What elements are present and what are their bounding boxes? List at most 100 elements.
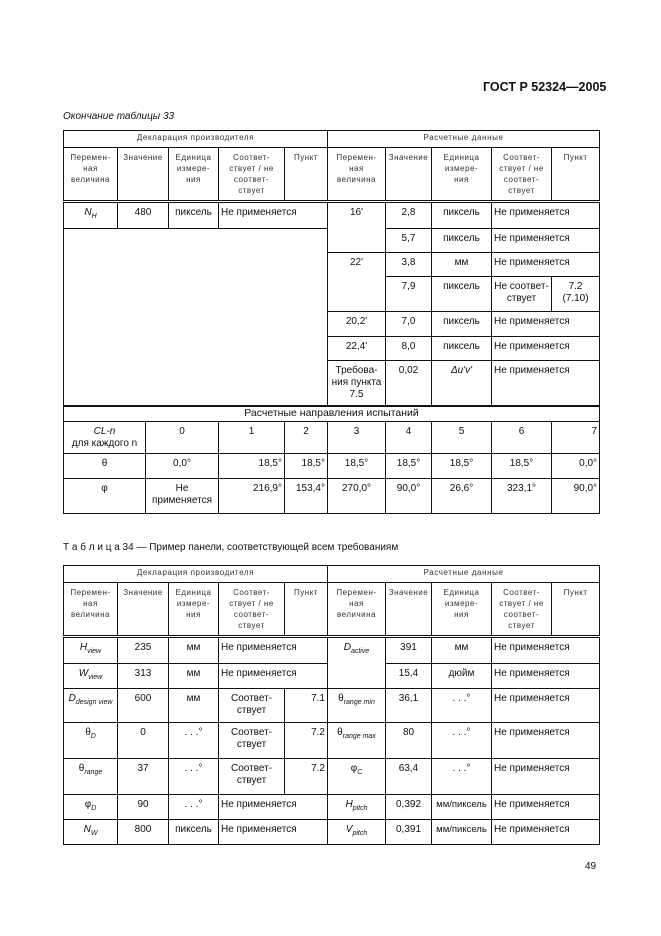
phi-label: φ (63, 478, 146, 514)
phi-cell: 90,0° (385, 478, 432, 514)
theta-cell: 18,5° (385, 453, 432, 479)
empty-cell (63, 228, 328, 407)
unit-cell: . . .° (431, 758, 492, 795)
unit-cell: мм (431, 636, 492, 664)
theta-cell: 18,5° (431, 453, 492, 479)
value-cell: 800 (117, 819, 169, 845)
unit-cell: пиксель (168, 201, 219, 229)
col-header: Пункт (550, 582, 601, 638)
theta-cell: 18,5° (218, 453, 285, 479)
n-cell: 3 (327, 421, 386, 454)
phi-cell: Не применяется (145, 478, 219, 514)
n-cell: 6 (491, 421, 552, 454)
unit-cell: . . .° (431, 722, 492, 759)
variable-cell: θrange min (327, 688, 386, 723)
col-header: Значение (385, 582, 432, 638)
value-cell: 0,392 (385, 794, 432, 820)
value-cell: 8,0 (385, 336, 432, 361)
conformity-cell: Не применяется (490, 758, 601, 795)
unit-cell: пиксель (431, 276, 492, 312)
conformity-cell: Не применяется (490, 360, 601, 407)
conformity-cell: Не применяется (218, 636, 328, 664)
value-cell: 15,4 (385, 663, 432, 689)
unit-cell: мм/пиксель (431, 819, 492, 845)
variable-cell: 22' (327, 252, 386, 312)
col-header: Пункт (284, 147, 328, 203)
unit-cell: пиксель (431, 311, 492, 337)
variable-cell: Hview (63, 636, 118, 664)
unit-cell: пиксель (431, 336, 492, 361)
phi-cell: 270,0° (327, 478, 386, 514)
group-header-calculated: Расчетные данные (326, 565, 601, 583)
table-row: NH 480 пиксель Не применяется 16' 2,8 пи… (63, 201, 601, 253)
table-row: Hview 235 мм Не применяется Dactive 391 … (63, 636, 601, 689)
col-header: Соответ- ствует / не соответ- ствует (491, 147, 552, 203)
value-cell: 37 (117, 758, 169, 795)
table-row: θD 0 . . .° Соответ- ствует 7.2 θrange m… (63, 722, 601, 759)
unit-cell: пиксель (168, 819, 219, 845)
variable-cell: θrange max (327, 722, 386, 759)
variable-cell: Ddesign view (63, 688, 118, 723)
table-row: 5,7 пиксель Не применяется (63, 228, 601, 407)
conformity-cell: Не применяется (490, 311, 601, 337)
variable-cell: NH (63, 201, 118, 229)
phi-cell: 153,4° (284, 478, 328, 514)
phi-cell: 216,9° (218, 478, 285, 514)
variable-cell: Vpitch (327, 819, 386, 845)
unit-cell: дюйм (431, 663, 492, 689)
unit-cell: мм (168, 636, 219, 664)
page-number: 49 (585, 861, 597, 872)
col-header: Перемен- ная величина (327, 582, 386, 638)
conformity-cell: Не применяется (218, 819, 328, 845)
cl-label: CL-n для каждого n (63, 421, 146, 454)
variable-cell: 22,4' (327, 336, 386, 361)
conformity-cell: Не применяется (490, 201, 601, 229)
col-header: Перемен- ная величина (63, 147, 118, 203)
conformity-cell: Соответ- ствует (218, 722, 285, 759)
col-header: Соответ- ствует / не соответ- ствует (491, 582, 552, 638)
theta-cell: 0,0° (550, 453, 601, 479)
col-header: Значение (117, 582, 169, 638)
theta-cell: 18,5° (491, 453, 552, 479)
n-cell: 5 (431, 421, 492, 454)
table-row: 7,9 пиксель Не соответ- ствует 7.2 (7.10… (64, 276, 601, 312)
conformity-cell: Не применяется (490, 252, 601, 277)
clause-cell: 7.2 (284, 758, 328, 795)
unit-cell: пиксель (431, 201, 492, 229)
theta-label: θ (63, 453, 146, 479)
conformity-cell: Соответ- ствует (218, 758, 285, 795)
table-33-caption: Окончание таблицы 33 (63, 111, 175, 122)
variable-cell: 20,2' (327, 311, 386, 337)
variable-cell: Dactive (327, 636, 386, 689)
unit-cell: . . .° (168, 722, 219, 759)
directions-title: Расчетные направления испытаний (62, 405, 601, 422)
value-cell: 63,4 (385, 758, 432, 795)
table-34: Декларация производителя Расчетные данные… (63, 565, 601, 845)
variable-cell: Требова- ния пункта 7.5 (327, 360, 386, 407)
group-header-calculated: Расчетные данные (326, 130, 601, 148)
table-row: NW 800 пиксель Не применяется Vpitch 0,3… (63, 819, 601, 845)
conformity-cell: Не применяется (490, 819, 601, 845)
test-directions-table: Расчетные направления испытаний CL-n для … (62, 405, 601, 514)
unit-cell: мм (168, 688, 219, 723)
col-header: Единица измере- ния (431, 147, 492, 203)
value-cell: 2,8 (385, 201, 432, 229)
group-header-manufacturer: Декларация производителя (63, 565, 328, 583)
table-row: 22,4' 8,0 пиксель Не применяется (64, 336, 601, 361)
value-cell: 5,7 (385, 228, 432, 253)
unit-cell: мм (168, 663, 219, 689)
value-cell: 7,0 (385, 311, 432, 337)
table-row: 22' 3,8 мм Не применяется (64, 252, 601, 312)
unit-cell: мм/пиксель (431, 794, 492, 820)
variable-cell: Wview (63, 663, 118, 689)
variable-cell: φD (63, 794, 118, 820)
value-cell: 0,02 (385, 360, 432, 407)
n-cell: 1 (218, 421, 285, 454)
conformity-cell: Не применяется (218, 794, 328, 820)
phi-cell: 323,1° (491, 478, 552, 514)
conformity-cell: Не применяется (490, 636, 601, 664)
table-row: Ddesign view 600 мм Соответ- ствует 7.1 … (63, 688, 601, 723)
table-row: 20,2' 7,0 пиксель Не применяется (64, 311, 601, 337)
value-cell: 3,8 (385, 252, 432, 277)
